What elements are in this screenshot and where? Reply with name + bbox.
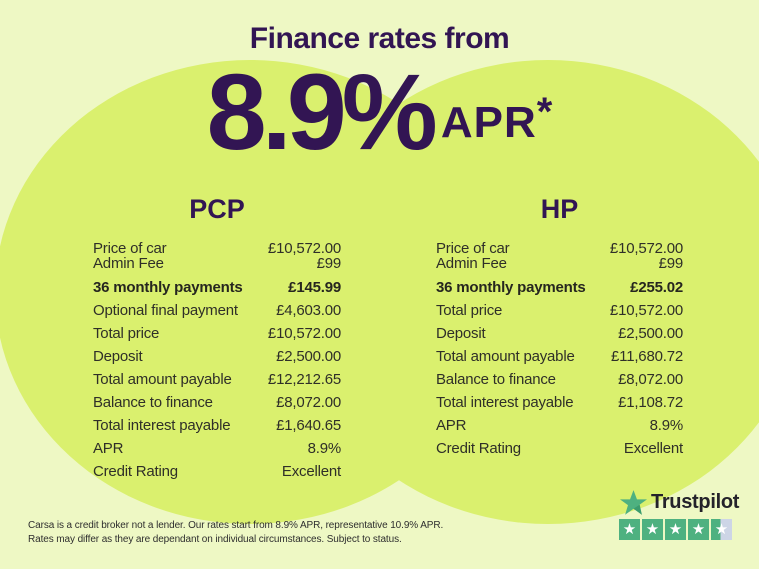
row-label: Price of car xyxy=(93,240,167,257)
table-row: APR 8.9% xyxy=(93,441,341,456)
row-label: Optional final payment xyxy=(93,302,238,319)
pcp-table: Price of car £10,572.00 Admin Fee £99 36… xyxy=(93,241,341,479)
table-row: Credit Rating Excellent xyxy=(93,464,341,479)
row-label: Deposit xyxy=(93,348,143,365)
row-label: APR xyxy=(436,417,467,434)
row-value: Excellent xyxy=(623,440,683,457)
table-row: 36 monthly payments £145.99 xyxy=(93,280,341,295)
table-row: Price of car £10,572.00 xyxy=(93,241,341,256)
trustpilot-logo: Trustpilot xyxy=(620,489,739,516)
star-icon: ★ xyxy=(619,519,640,540)
row-value: 8.9% xyxy=(307,440,342,457)
table-row: Admin Fee £99 xyxy=(436,256,683,271)
row-value: £99 xyxy=(316,255,342,272)
row-label: Credit Rating xyxy=(436,440,521,457)
star-icon: ★ xyxy=(688,519,709,540)
star-icon: ★ xyxy=(642,519,663,540)
row-label: Total interest payable xyxy=(93,417,231,434)
banner-title: Finance rates from xyxy=(249,22,510,55)
row-label: Total price xyxy=(93,325,160,342)
trustpilot-star-icon xyxy=(620,489,647,516)
row-value: £1,640.65 xyxy=(276,417,341,434)
table-row: Total amount payable £12,212.65 xyxy=(93,372,341,387)
row-value: £2,500.00 xyxy=(618,325,683,342)
row-value: £99 xyxy=(658,255,684,272)
row-value: £1,108.72 xyxy=(618,394,683,411)
background-circle-right xyxy=(293,60,759,524)
row-label: Credit Rating xyxy=(93,463,178,480)
trustpilot-wordmark: Trustpilot xyxy=(651,491,740,513)
row-value: £10,572.00 xyxy=(609,240,683,257)
row-value: Excellent xyxy=(281,463,341,480)
row-label: 36 monthly payments xyxy=(436,279,586,296)
hp-table: Price of car £10,572.00 Admin Fee £99 36… xyxy=(436,241,683,456)
hp-heading: HP xyxy=(540,194,579,224)
row-label: Price of car xyxy=(436,240,510,257)
row-label: Deposit xyxy=(436,325,486,342)
row-value: £10,572.00 xyxy=(267,325,341,342)
row-value: £8,072.00 xyxy=(276,394,341,411)
legal-disclaimer: Carsa is a credit broker not a lender. O… xyxy=(28,519,443,547)
table-row: Deposit £2,500.00 xyxy=(93,349,341,364)
headline-rate: 8.9% APR * xyxy=(0,58,759,166)
row-label: Admin Fee xyxy=(436,255,507,272)
table-row: Total amount payable £11,680.72 xyxy=(436,349,683,364)
row-value: £4,603.00 xyxy=(276,302,341,319)
table-row: Total price £10,572.00 xyxy=(93,326,341,341)
row-value: £10,572.00 xyxy=(609,302,683,319)
apr-label: APR xyxy=(440,98,537,147)
row-value: £12,212.65 xyxy=(267,371,341,388)
row-value: £10,572.00 xyxy=(267,240,341,257)
half-star-icon: ★ xyxy=(711,519,732,540)
row-label: Total amount payable xyxy=(436,348,575,365)
table-row: Balance to finance £8,072.00 xyxy=(93,395,341,410)
row-label: Total price xyxy=(436,302,503,319)
row-label: Admin Fee xyxy=(93,255,164,272)
disclaimer-line-1: Carsa is a credit broker not a lender. O… xyxy=(28,520,444,531)
star-icon: ★ xyxy=(665,519,686,540)
pcp-heading: PCP xyxy=(189,194,245,224)
table-row: APR 8.9% xyxy=(436,418,683,433)
table-row: Credit Rating Excellent xyxy=(436,441,683,456)
apr-asterisk: * xyxy=(536,90,553,134)
row-value: £255.02 xyxy=(630,279,683,296)
table-row: Admin Fee £99 xyxy=(93,256,341,271)
table-row: Total interest payable £1,108.72 xyxy=(436,395,683,410)
table-row: Total price £10,572.00 xyxy=(436,303,683,318)
rate-value: 8.9% xyxy=(206,51,438,172)
row-label: APR xyxy=(93,440,124,457)
row-label: Balance to finance xyxy=(436,371,556,388)
row-value: 8.9% xyxy=(649,417,684,434)
row-value: £11,680.72 xyxy=(611,348,683,365)
row-value: £145.99 xyxy=(288,279,341,296)
row-label: Total interest payable xyxy=(436,394,574,411)
trustpilot-rating-stars: ★ ★ ★ ★ ★ xyxy=(619,519,732,540)
disclaimer-line-2: Rates may differ as they are dependant o… xyxy=(28,534,402,545)
table-row: Total interest payable £1,640.65 xyxy=(93,418,341,433)
table-row: Balance to finance £8,072.00 xyxy=(436,372,683,387)
row-value: £8,072.00 xyxy=(618,371,683,388)
table-row: Price of car £10,572.00 xyxy=(436,241,683,256)
row-label: 36 monthly payments xyxy=(93,279,243,296)
table-row: Optional final payment £4,603.00 xyxy=(93,303,341,318)
row-label: Total amount payable xyxy=(93,371,232,388)
row-label: Balance to finance xyxy=(93,394,213,411)
table-row: 36 monthly payments £255.02 xyxy=(436,280,683,295)
row-value: £2,500.00 xyxy=(276,348,341,365)
table-row: Deposit £2,500.00 xyxy=(436,326,683,341)
